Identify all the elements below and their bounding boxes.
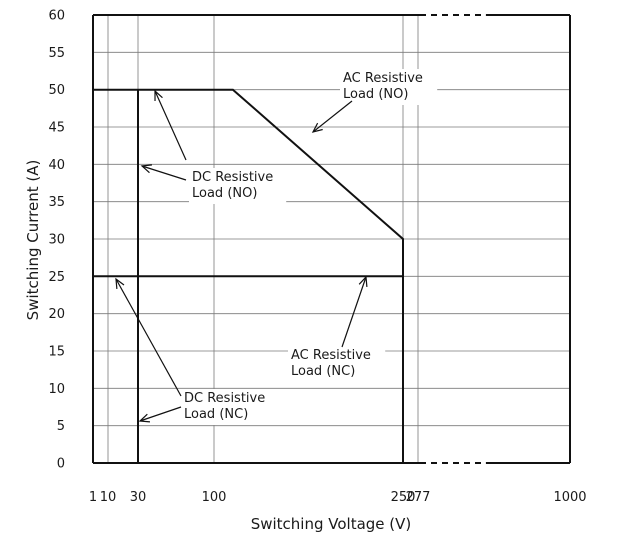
x-axis-title: Switching Voltage (V) (251, 515, 412, 533)
arrow-ac-nc-1 (341, 276, 367, 348)
arrow-dc-no-1-head (154, 89, 163, 102)
y-tick-label-45: 45 (48, 121, 65, 136)
annotation-ac-nc-line-1: AC Resistive (291, 348, 371, 363)
y-tick-label-30: 30 (48, 233, 65, 248)
annotation-bg-dc-no (189, 168, 287, 204)
x-tick-label-100: 100 (202, 490, 227, 505)
y-tick-label-55: 55 (48, 46, 65, 61)
annotation-ac-no-line-1: AC Resistive (343, 71, 423, 86)
annotations: AC Resistive Load (NO)DC Resistive Load (N… (115, 69, 438, 425)
arrow-dc-no-2-head (140, 164, 153, 174)
x-tick-label-250: 250 (391, 490, 416, 505)
annotation-dc-nc-line-2: Load (NC) (184, 407, 248, 422)
annotation-ac-nc: AC Resistive Load (NC) (291, 348, 371, 379)
y-axis-title: Switching Current (A) (24, 160, 42, 321)
y-tick-label-5: 5 (57, 419, 65, 434)
x-tick-label-10: 10 (100, 490, 117, 505)
annotation-dc-nc-line-1: DC Resistive (184, 391, 265, 406)
arrow-dc-nc-2-head (138, 413, 151, 423)
y-tick-label-15: 15 (48, 345, 65, 360)
arrow-ac-no-1-head (311, 122, 323, 133)
annotation-ac-nc-line-2: Load (NC) (291, 364, 355, 379)
curve-ac-no (93, 88, 404, 463)
annotation-bg-ac-nc (288, 346, 386, 382)
y-tick-label-10: 10 (48, 382, 65, 397)
arrow-dc-no-1 (154, 90, 187, 161)
annotation-ac-no: AC Resistive Load (NO) (343, 71, 423, 102)
y-tick-label-25: 25 (48, 270, 65, 285)
annotation-ac-no-line-2: Load (NO) (343, 87, 408, 102)
arrow-dc-nc-1 (115, 278, 182, 397)
y-tick-label-0: 0 (57, 457, 65, 472)
arrow-ac-no-1 (312, 100, 353, 133)
annotation-dc-no-line-2: Load (NO) (192, 186, 257, 201)
annotation-bg-ac-no (340, 69, 438, 105)
arrow-dc-nc-2 (139, 406, 182, 422)
arrow-dc-nc-1-head (115, 277, 125, 290)
x-tick-label-277: 277 (406, 490, 431, 505)
y-tick-label-35: 35 (48, 195, 65, 210)
annotation-bg-dc-nc (181, 389, 279, 425)
gridlines (93, 15, 570, 463)
y-tick-label-60: 60 (48, 9, 65, 24)
y-tick-label-40: 40 (48, 158, 65, 173)
x-tick-label-1: 1 (89, 490, 97, 505)
load-curves (93, 88, 404, 463)
y-tick-label-50: 50 (48, 83, 65, 98)
x-tick-label-1000: 1000 (553, 490, 586, 505)
x-tick-label-30: 30 (130, 490, 147, 505)
annotation-dc-nc: DC Resistive Load (NC) (184, 391, 265, 422)
arrow-dc-no-2 (141, 165, 187, 181)
annotation-dc-no: DC Resistive Load (NO) (192, 170, 273, 201)
arrow-ac-nc-1-head (358, 275, 368, 288)
y-tick-label-20: 20 (48, 307, 65, 322)
annotation-dc-no-line-1: DC Resistive (192, 170, 273, 185)
